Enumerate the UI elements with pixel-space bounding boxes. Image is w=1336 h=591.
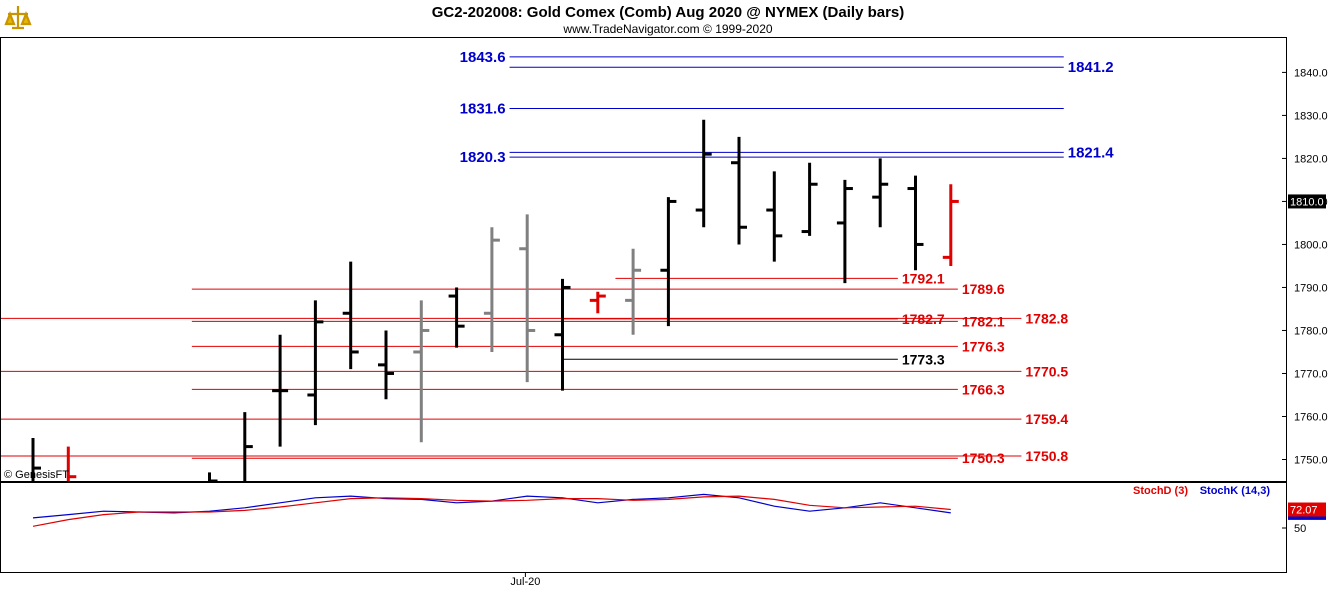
ohlc-bar	[625, 248, 642, 335]
stochd-line	[32, 495, 951, 527]
stochastic-panel: 50 72.07	[32, 493, 1326, 535]
stoch-last-value: 72.07	[1290, 505, 1318, 517]
x-tick-label: Jul-20	[510, 576, 540, 588]
stochk-legend: StochK (14,3)	[1200, 485, 1271, 497]
y-tick-label: 1790.0	[1294, 282, 1328, 294]
y-tick-label: 1840.0	[1294, 67, 1328, 79]
ohlc-bar	[413, 300, 430, 443]
ohlc-bar	[554, 278, 571, 391]
ohlc-bar	[519, 214, 536, 383]
level-label: 1792.1	[902, 270, 945, 286]
x-axis: Jul-20	[510, 572, 540, 588]
level-label: 1776.3	[962, 338, 1005, 354]
ohlc-bar	[801, 162, 818, 236]
chart-title: GC2-202008: Gold Comex (Comb) Aug 2020 @…	[432, 4, 905, 21]
level-label: 1750.8	[1025, 448, 1068, 464]
last-price-label: 1810.0	[1290, 196, 1324, 208]
level-lines: 1843.6 1841.2 1831.6 1821.4 1820.3 1792.1 1789…	[1, 49, 1114, 466]
y-tick-label: 1800.0	[1294, 239, 1328, 251]
ohlc-bar	[483, 227, 500, 352]
logo-icon[interactable]	[4, 4, 32, 32]
ohlc-bar	[378, 330, 394, 400]
ohlc-bar	[31, 437, 41, 481]
ohlc-bar	[942, 184, 959, 266]
y-tick-label: 1780.0	[1294, 325, 1328, 337]
ohlc-bar	[872, 158, 889, 228]
level-label: 1782.8	[1025, 310, 1068, 326]
y-tick-label: 1820.0	[1294, 153, 1328, 165]
ohlc-bar	[307, 300, 324, 426]
level-label: 1820.3	[460, 149, 506, 166]
stoch-panel-frame	[0, 482, 1287, 573]
last-price-tag	[1288, 194, 1326, 209]
ohlc-bar	[731, 136, 747, 245]
price-bars	[31, 119, 959, 483]
y-tick-label: 1750.0	[1294, 454, 1328, 466]
level-label: 1843.6	[460, 49, 506, 66]
ohlc-bar	[836, 179, 853, 284]
ohlc-bar	[243, 412, 253, 481]
level-label: 1759.4	[1025, 411, 1068, 427]
ohlc-bar	[660, 197, 677, 327]
ohlc-bar	[695, 119, 712, 228]
chart-subtitle: www.TradeNavigator.com © 1999-2020	[562, 22, 772, 36]
y-tick-label: 1830.0	[1294, 110, 1328, 122]
level-label: 1831.6	[460, 101, 506, 118]
stoch-level-label: 50	[1294, 523, 1306, 535]
ohlc-bar	[448, 287, 465, 348]
level-label: 1773.3	[902, 351, 945, 367]
level-label: 1789.6	[962, 281, 1005, 297]
level-label: 1766.3	[962, 381, 1005, 397]
level-label: 1770.5	[1025, 363, 1068, 379]
ohlc-bar	[208, 472, 218, 483]
stochd-legend: StochD (3)	[1133, 485, 1188, 497]
level-label: 1821.4	[1068, 144, 1115, 161]
watermark: © GenesisFT	[4, 469, 69, 481]
y-axis: 1750.0 1760.0 1770.0 1780.0 1790.0 1800.0 1810…	[1282, 67, 1328, 466]
y-tick-label: 1770.0	[1294, 368, 1328, 380]
y-tick-label: 1760.0	[1294, 411, 1328, 423]
ohlc-bar	[342, 261, 359, 370]
level-label: 1841.2	[1068, 59, 1114, 76]
ohlc-bar	[66, 446, 77, 481]
stochd-value-tag	[1288, 502, 1326, 517]
level-label: 1782.1	[962, 313, 1005, 329]
ohlc-bar	[907, 175, 924, 271]
level-label: 1782.7	[902, 311, 945, 327]
ohlc-bar	[589, 291, 606, 314]
ohlc-bar	[272, 334, 289, 447]
ohlc-bar	[766, 171, 783, 262]
price-panel-frame	[0, 37, 1287, 482]
level-label: 1750.3	[962, 450, 1005, 466]
